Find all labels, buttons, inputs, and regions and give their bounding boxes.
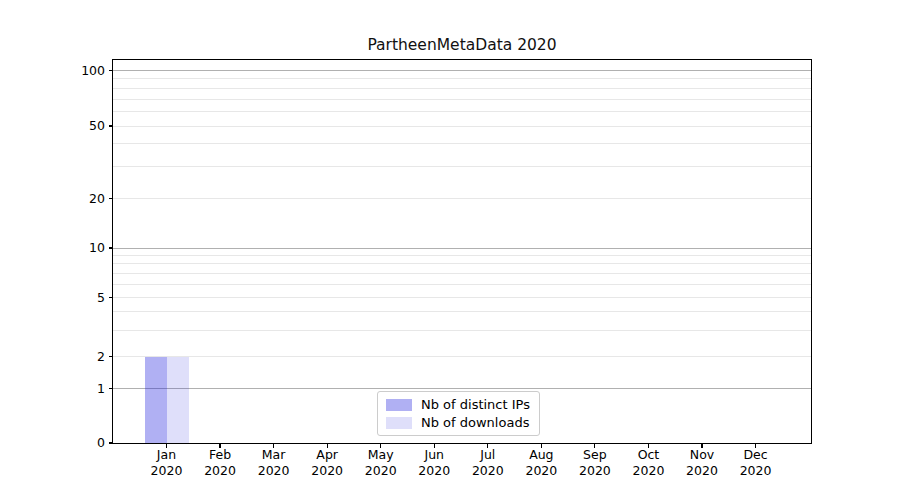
minor-gridline — [113, 78, 811, 79]
legend-item-distinct-ips: Nb of distinct IPs — [386, 397, 530, 412]
chart-title: PartheenMetaData 2020 — [112, 36, 812, 54]
y-tick-label: 0 — [30, 435, 105, 451]
legend-swatch-downloads — [386, 417, 412, 429]
legend-label-distinct-ips: Nb of distinct IPs — [421, 397, 530, 412]
minor-gridline — [113, 273, 811, 274]
minor-gridline — [113, 111, 811, 112]
y-tick-label: 5 — [30, 290, 105, 306]
minor-gridline — [113, 263, 811, 264]
x-tick-label-month: Dec — [724, 447, 788, 463]
minor-gridline — [113, 143, 811, 144]
minor-gridline — [113, 311, 811, 312]
plot-area: Nb of distinct IPs Nb of downloads — [112, 59, 812, 444]
major-gridline — [113, 248, 811, 249]
minor-gridline — [113, 284, 811, 285]
bar-distinct-ips — [145, 357, 167, 444]
bar-downloads — [167, 357, 189, 444]
legend: Nb of distinct IPs Nb of downloads — [377, 391, 540, 436]
legend-label-downloads: Nb of downloads — [421, 415, 529, 430]
chart-figure: PartheenMetaData 2020 0125102050100 Jan2… — [0, 0, 900, 500]
minor-gridline — [113, 126, 811, 127]
minor-gridline — [113, 255, 811, 256]
y-tick-label: 1 — [30, 381, 105, 397]
y-tick-label: 2 — [30, 349, 105, 365]
y-tick-label: 10 — [30, 240, 105, 256]
minor-gridline — [113, 330, 811, 331]
x-tick-label-year: 2020 — [724, 463, 788, 479]
y-tick-label: 20 — [30, 191, 105, 207]
minor-gridline — [113, 99, 811, 100]
minor-gridline — [113, 166, 811, 167]
y-tick-label: 50 — [30, 118, 105, 134]
minor-gridline — [113, 297, 811, 298]
major-gridline — [113, 388, 811, 389]
minor-gridline — [113, 88, 811, 89]
legend-item-downloads: Nb of downloads — [386, 415, 530, 430]
minor-gridline — [113, 356, 811, 357]
major-gridline — [113, 70, 811, 71]
y-tick-label: 100 — [30, 63, 105, 79]
legend-swatch-distinct-ips — [386, 399, 412, 411]
minor-gridline — [113, 198, 811, 199]
